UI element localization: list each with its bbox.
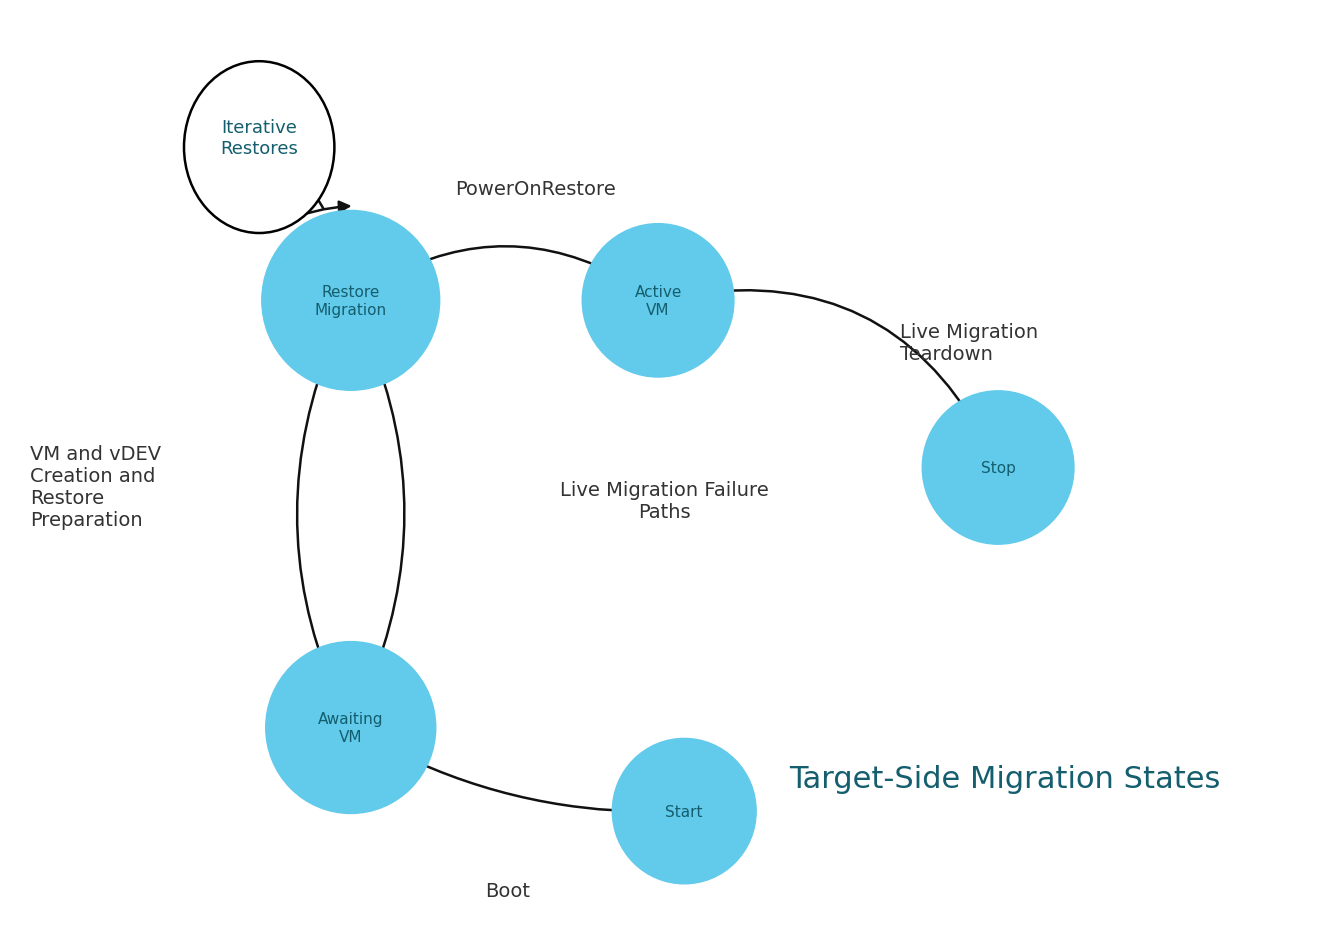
Text: Restore
Migration: Restore Migration <box>315 285 387 317</box>
Ellipse shape <box>265 642 436 813</box>
Ellipse shape <box>261 212 440 391</box>
Text: Awaiting
VM: Awaiting VM <box>317 711 383 744</box>
Text: PowerOnRestore: PowerOnRestore <box>455 180 616 199</box>
Text: Active
VM: Active VM <box>635 285 682 317</box>
Text: Iterative
Restores: Iterative Restores <box>220 119 297 158</box>
Text: Live Migration Failure
Paths: Live Migration Failure Paths <box>560 480 768 521</box>
Ellipse shape <box>612 739 756 884</box>
Ellipse shape <box>922 391 1074 545</box>
Text: Stop: Stop <box>980 461 1015 475</box>
Text: Boot: Boot <box>486 881 530 899</box>
Ellipse shape <box>184 62 335 234</box>
Text: Live Migration
Teardown: Live Migration Teardown <box>900 322 1038 363</box>
Text: Target-Side Migration States: Target-Side Migration States <box>788 765 1221 793</box>
Ellipse shape <box>582 225 734 377</box>
Text: VM and vDEV
Creation and
Restore
Preparation: VM and vDEV Creation and Restore Prepara… <box>31 444 161 529</box>
Text: Start: Start <box>666 804 703 819</box>
